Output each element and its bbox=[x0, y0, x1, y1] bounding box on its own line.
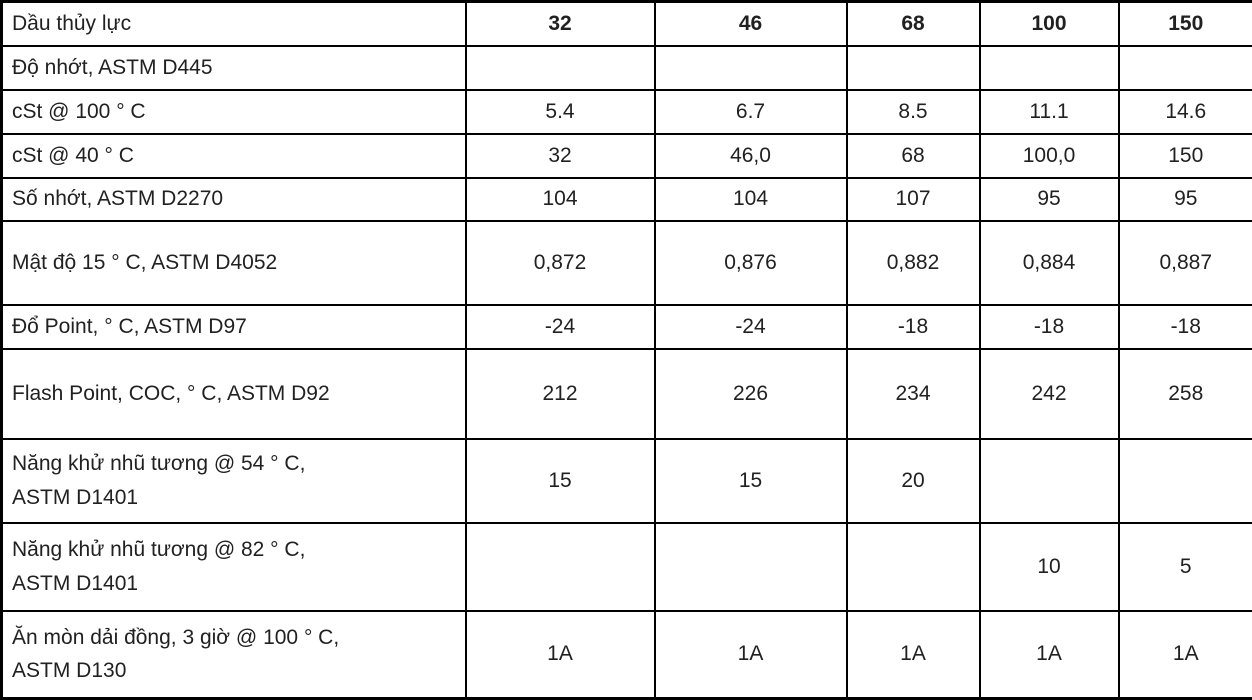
value-cell: 20 bbox=[847, 439, 980, 523]
value-cell: 234 bbox=[847, 349, 980, 439]
table-row-density: Mật độ 15 ° C, ASTM D4052 0,872 0,876 0,… bbox=[2, 221, 1252, 305]
header-grade-46: 46 bbox=[655, 2, 847, 46]
value-cell bbox=[980, 46, 1119, 90]
table-row-copper-corrosion: Ăn mòn dải đồng, 3 giờ @ 100 ° C, ASTM D… bbox=[2, 611, 1252, 699]
table-row-viscosity-index: Số nhớt, ASTM D2270 104 104 107 95 95 bbox=[2, 178, 1252, 221]
row-label: Năng khử nhũ tương @ 54 ° C, ASTM D1401 bbox=[2, 439, 466, 523]
header-grade-32: 32 bbox=[466, 2, 655, 46]
value-cell bbox=[1119, 46, 1252, 90]
value-cell: 1A bbox=[655, 611, 847, 699]
table-row-demulsibility-54: Năng khử nhũ tương @ 54 ° C, ASTM D1401 … bbox=[2, 439, 1252, 523]
value-cell: 32 bbox=[466, 134, 655, 178]
value-cell: -24 bbox=[466, 305, 655, 349]
table-row-cst-100: cSt @ 100 ° C 5.4 6.7 8.5 11.1 14.6 bbox=[2, 90, 1252, 134]
value-cell: 104 bbox=[655, 178, 847, 221]
value-cell: 226 bbox=[655, 349, 847, 439]
value-cell bbox=[847, 523, 980, 611]
value-cell: 15 bbox=[655, 439, 847, 523]
value-cell: 100,0 bbox=[980, 134, 1119, 178]
value-cell: 212 bbox=[466, 349, 655, 439]
value-cell: 150 bbox=[1119, 134, 1252, 178]
value-cell: 104 bbox=[466, 178, 655, 221]
value-cell bbox=[847, 46, 980, 90]
row-label: Đổ Point, ° C, ASTM D97 bbox=[2, 305, 466, 349]
table-header-row: Dầu thủy lực 32 46 68 100 150 bbox=[2, 2, 1252, 46]
row-label: Độ nhớt, ASTM D445 bbox=[2, 46, 466, 90]
value-cell: 6.7 bbox=[655, 90, 847, 134]
header-grade-68: 68 bbox=[847, 2, 980, 46]
value-cell: 0,876 bbox=[655, 221, 847, 305]
value-cell: 5 bbox=[1119, 523, 1252, 611]
value-cell bbox=[655, 46, 847, 90]
row-label: Ăn mòn dải đồng, 3 giờ @ 100 ° C, ASTM D… bbox=[2, 611, 466, 699]
value-cell bbox=[466, 46, 655, 90]
value-cell: 10 bbox=[980, 523, 1119, 611]
value-cell: 5.4 bbox=[466, 90, 655, 134]
table-row-flash-point: Flash Point, COC, ° C, ASTM D92 212 226 … bbox=[2, 349, 1252, 439]
header-product-label: Dầu thủy lực bbox=[2, 2, 466, 46]
value-cell: 46,0 bbox=[655, 134, 847, 178]
header-grade-150: 150 bbox=[1119, 2, 1252, 46]
value-cell: 258 bbox=[1119, 349, 1252, 439]
value-cell: 0,882 bbox=[847, 221, 980, 305]
row-label: Flash Point, COC, ° C, ASTM D92 bbox=[2, 349, 466, 439]
row-label: Năng khử nhũ tương @ 82 ° C, ASTM D1401 bbox=[2, 523, 466, 611]
value-cell bbox=[980, 439, 1119, 523]
value-cell: 0,884 bbox=[980, 221, 1119, 305]
value-cell bbox=[655, 523, 847, 611]
value-cell: -24 bbox=[655, 305, 847, 349]
value-cell: -18 bbox=[1119, 305, 1252, 349]
row-label: Mật độ 15 ° C, ASTM D4052 bbox=[2, 221, 466, 305]
value-cell: 15 bbox=[466, 439, 655, 523]
value-cell: 0,887 bbox=[1119, 221, 1252, 305]
value-cell bbox=[466, 523, 655, 611]
value-cell: 107 bbox=[847, 178, 980, 221]
value-cell: 1A bbox=[466, 611, 655, 699]
row-label: Số nhớt, ASTM D2270 bbox=[2, 178, 466, 221]
value-cell: 95 bbox=[1119, 178, 1252, 221]
table-row-cst-40: cSt @ 40 ° C 32 46,0 68 100,0 150 bbox=[2, 134, 1252, 178]
value-cell: 0,872 bbox=[466, 221, 655, 305]
row-label: cSt @ 40 ° C bbox=[2, 134, 466, 178]
value-cell: 68 bbox=[847, 134, 980, 178]
value-cell: 14.6 bbox=[1119, 90, 1252, 134]
value-cell: 95 bbox=[980, 178, 1119, 221]
header-grade-100: 100 bbox=[980, 2, 1119, 46]
value-cell: 11.1 bbox=[980, 90, 1119, 134]
table-row-demulsibility-82: Năng khử nhũ tương @ 82 ° C, ASTM D1401 … bbox=[2, 523, 1252, 611]
value-cell: 1A bbox=[980, 611, 1119, 699]
table-row-viscosity-section: Độ nhớt, ASTM D445 bbox=[2, 46, 1252, 90]
row-label: cSt @ 100 ° C bbox=[2, 90, 466, 134]
value-cell: 8.5 bbox=[847, 90, 980, 134]
value-cell: -18 bbox=[847, 305, 980, 349]
table-row-pour-point: Đổ Point, ° C, ASTM D97 -24 -24 -18 -18 … bbox=[2, 305, 1252, 349]
value-cell: 1A bbox=[847, 611, 980, 699]
value-cell bbox=[1119, 439, 1252, 523]
value-cell: 242 bbox=[980, 349, 1119, 439]
value-cell: -18 bbox=[980, 305, 1119, 349]
value-cell: 1A bbox=[1119, 611, 1252, 699]
